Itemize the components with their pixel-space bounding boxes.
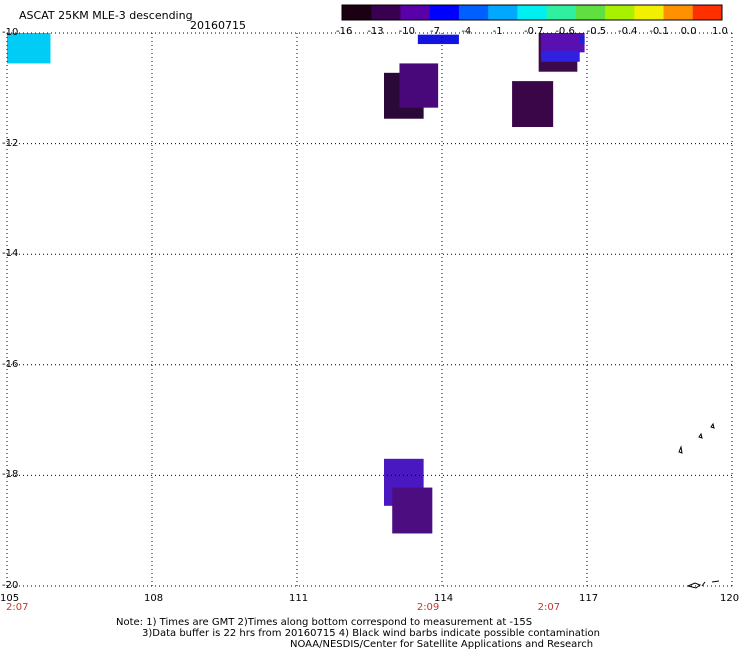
data-cell [579, 35, 585, 45]
island-shape [678, 445, 683, 454]
grid-lines [6, 32, 733, 587]
island-shape [686, 582, 702, 589]
colorbar-swatch [663, 5, 694, 20]
latitude-label: -14 [2, 248, 19, 260]
data-cell [541, 33, 585, 53]
colorbar-frame [341, 4, 723, 21]
colorbar-label: -4 [461, 26, 472, 37]
longitude-label: 105 [0, 593, 20, 604]
island-shape [710, 422, 715, 429]
data-cell [392, 487, 433, 534]
time-label: 2:09 [416, 602, 440, 613]
colorbar-swatch [575, 5, 606, 20]
latitude-label: -12 [2, 137, 19, 149]
island-shape [701, 581, 706, 587]
colorbar-swatch [605, 5, 635, 20]
longitude-label: 111 [289, 593, 309, 604]
data-cell [512, 81, 554, 128]
data-cells [7, 33, 585, 534]
map-title: ASCAT 25KM MLE-3 descending [19, 9, 193, 22]
colorbar-label: -7 [430, 26, 440, 37]
colorbar-swatch [429, 5, 460, 20]
latitude-label: -18 [2, 469, 19, 481]
latitude-label: -10 [2, 27, 19, 38]
colorbar-label: -0.7 [524, 26, 544, 37]
latitude-label: -20 [2, 580, 19, 591]
colorbar-label: -0.6 [555, 26, 575, 37]
data-cell [399, 63, 439, 108]
data-cell [541, 50, 580, 62]
colorbar-swatch [546, 5, 577, 20]
colorbar-label: -0.5 [586, 26, 607, 37]
colorbar [341, 4, 723, 21]
colorbar-label: -16 [336, 26, 353, 37]
island-shape [698, 432, 703, 439]
island-shape [711, 580, 720, 583]
note-line-1: Note: 1) Times are GMT 2)Times along bot… [116, 617, 533, 628]
colorbar-swatch [371, 5, 401, 20]
time-label: 2:07 [537, 602, 561, 613]
islands [678, 422, 720, 589]
longitude-label: 117 [579, 593, 599, 604]
colorbar-label: -0.4 [618, 26, 638, 37]
colorbar-label: 1.0 [712, 26, 728, 37]
colorbar-swatch [400, 5, 431, 20]
longitude-label: 120 [720, 593, 740, 604]
colorbar-label: -10 [398, 26, 415, 37]
colorbar-swatch [488, 5, 518, 20]
latitude-label: -16 [2, 358, 19, 370]
colorbar-swatch [517, 5, 548, 20]
colorbar-label: 0.0 [680, 26, 697, 37]
note-line-3: NOAA/NESDIS/Center for Satellite Applica… [290, 639, 594, 650]
longitude-label: 108 [144, 593, 164, 604]
longitude-label: 114 [434, 593, 454, 604]
colorbar-swatch [634, 5, 665, 20]
data-cell [7, 33, 51, 64]
colorbar-swatch [692, 5, 723, 20]
colorbar-swatch [342, 5, 372, 20]
time-label: 2:07 [6, 602, 29, 613]
note-line-2: 3)Data buffer is 22 hrs from 20160715 4)… [142, 628, 600, 639]
map-date: 20160715 [190, 19, 246, 32]
data-cell [417, 34, 459, 45]
colorbar-label: -13 [367, 26, 384, 37]
colorbar-label: -1 [492, 26, 503, 37]
colorbar-label: -0.1 [649, 26, 669, 37]
colorbar-swatch [458, 5, 489, 20]
